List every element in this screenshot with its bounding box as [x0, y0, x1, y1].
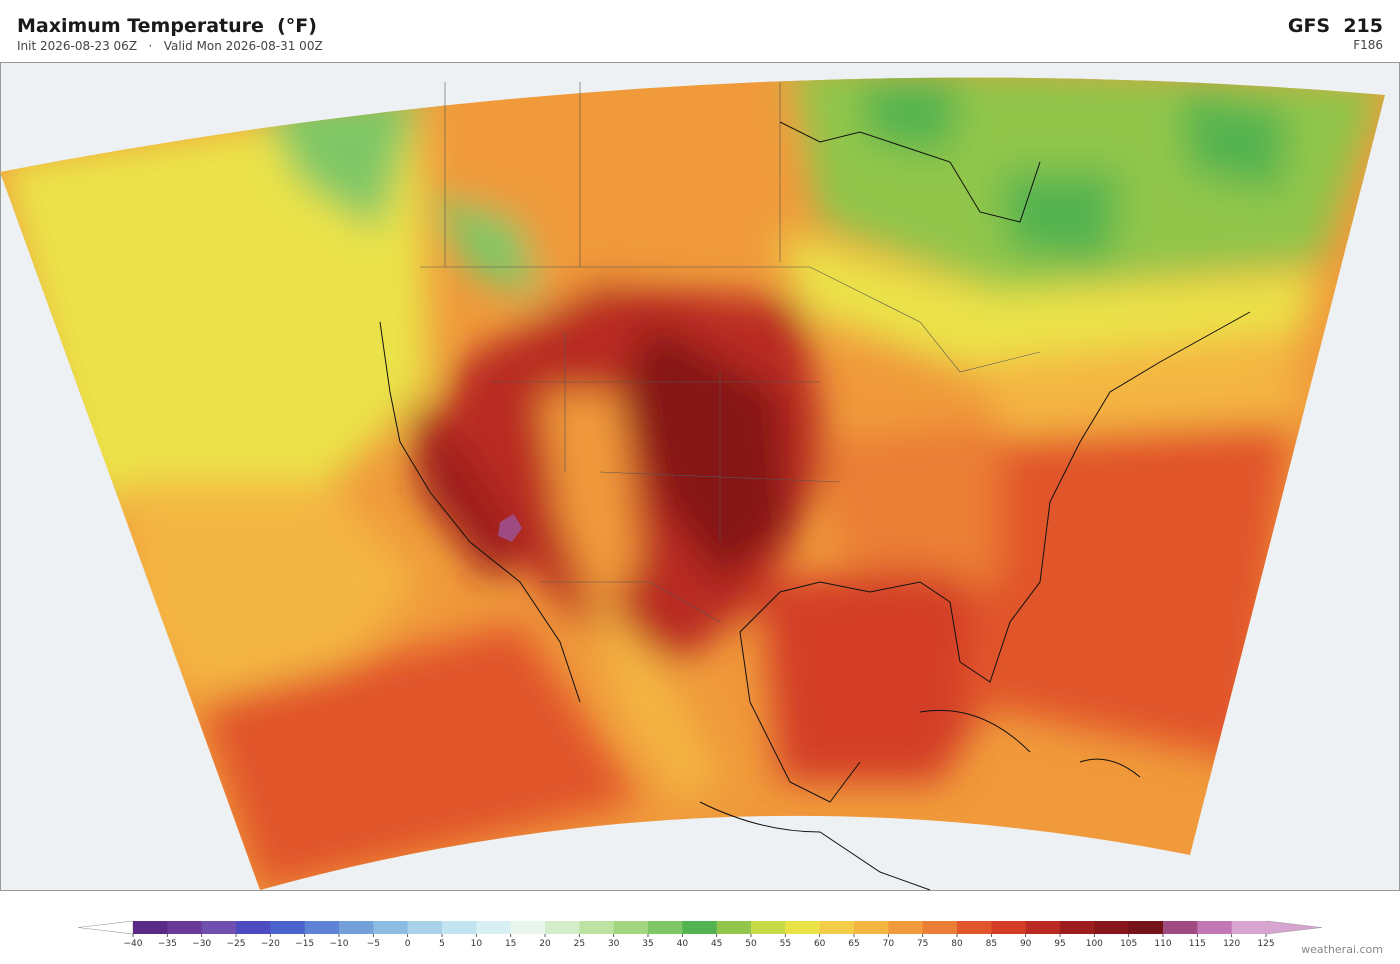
colorbar-tick-label: 0	[405, 939, 411, 949]
colorbar-segment	[854, 921, 889, 934]
model: GFS 215	[1287, 15, 1383, 37]
colorbar-tick-label: 20	[539, 939, 551, 949]
colorbar-segment	[133, 921, 168, 934]
temperature-field	[0, 77, 1385, 891]
coastlines	[379, 121, 1251, 891]
colorbar-over	[1265, 920, 1323, 935]
colorbar-tick-label: 115	[1189, 939, 1206, 949]
colorbar-segment	[648, 921, 683, 934]
init: Init 2026-08-23 06Z	[17, 39, 138, 53]
colorbar-segment	[1128, 921, 1164, 934]
colorbar-tick-label: 80	[951, 939, 963, 949]
colorbar-tick-label: 110	[1154, 939, 1171, 949]
colorbar-tick-label: −30	[192, 939, 211, 949]
colorbar-tick-label: 55	[780, 939, 791, 949]
colorbar-tick-label: 100	[1086, 939, 1103, 949]
colorbar-segment	[407, 921, 443, 934]
colorbar-segment	[957, 921, 992, 934]
colorbar-tick-label: −15	[295, 939, 314, 949]
watermark: weatherai.com	[1301, 943, 1383, 956]
colorbar-tick-label: 35	[642, 939, 653, 949]
colorbar-segment	[785, 921, 821, 934]
colorbar-segment	[1197, 921, 1233, 934]
colorbar-tick-label: −20	[261, 939, 280, 949]
colorbar-segment	[716, 921, 752, 934]
separator: ·	[148, 39, 153, 53]
title: Maximum Temperature (°F)	[17, 15, 317, 37]
colorbar-segment	[613, 921, 649, 934]
colorbar-segment	[442, 921, 477, 934]
colorbar-tick-label: 120	[1223, 939, 1240, 949]
colorbar-segment	[476, 921, 512, 934]
colorbar-segment	[545, 921, 580, 934]
colorbar-segment	[922, 921, 958, 934]
colorbar-tick-label: 5	[439, 939, 445, 949]
colorbar-segment	[1231, 921, 1267, 934]
colorbar-tick-label: 70	[883, 939, 895, 949]
colorbar-segment	[270, 921, 306, 934]
colorbar-segment	[373, 921, 409, 934]
colorbar-segment	[304, 921, 340, 934]
colorbar-segment	[819, 921, 855, 934]
colorbar-tick-label: 50	[745, 939, 757, 949]
borders	[420, 82, 1041, 623]
colorbar-segment	[1060, 921, 1095, 934]
colorbar-tick-label: 25	[574, 939, 585, 949]
colorbar-under	[77, 920, 134, 935]
colorbar-tick-label: −25	[227, 939, 246, 949]
colorbar-segment	[1163, 921, 1198, 934]
colorbar-tick-label: −40	[124, 939, 143, 949]
colorbar-segment	[751, 921, 786, 934]
colorbar-segment	[1094, 921, 1130, 934]
colorbar-tick-label: 45	[711, 939, 722, 949]
map	[0, 62, 1400, 891]
valid: Valid Mon 2026-08-31 00Z	[163, 39, 323, 53]
colorbar-segment	[510, 921, 546, 934]
colorbar-tick-label: 60	[814, 939, 826, 949]
colorbar: −40 −35 −30 −25 −20 −15 −10 −5 0 5 10 15 20 25 30 35 40 4…	[77, 920, 1323, 949]
colorbar-tick-label: −5	[367, 939, 380, 949]
colorbar-segment	[167, 921, 203, 934]
subtitle: Init 2026-08-23 06Z · Valid Mon 2026-08-…	[17, 39, 323, 53]
colorbar-segment	[339, 921, 374, 934]
colorbar-tick-label: 90	[1020, 939, 1032, 949]
colorbar-tick-label: 125	[1257, 939, 1274, 949]
colorbar-segment	[236, 921, 271, 934]
colorbar-tick-label: 40	[677, 939, 689, 949]
colorbar-tick-label: 65	[848, 939, 859, 949]
colorbar-tick-label: 95	[1054, 939, 1065, 949]
colorbar-tick-label: −35	[158, 939, 177, 949]
colorbar-segment	[888, 921, 924, 934]
colorbar-segment	[991, 921, 1027, 934]
colorbar-tick-label: −10	[330, 939, 349, 949]
forecast-hour: F186	[1353, 38, 1383, 52]
colorbar-tick-label: 15	[505, 939, 516, 949]
colorbar-tick-label: 105	[1120, 939, 1137, 949]
colorbar-tick-label: 75	[917, 939, 928, 949]
colorbar-segment	[1025, 921, 1061, 934]
colorbar-segment	[682, 921, 718, 934]
colorbar-tick-label: 85	[986, 939, 997, 949]
colorbar-segment	[579, 921, 615, 934]
colorbar-tick-label: 10	[471, 939, 483, 949]
colorbar-tick-label: 30	[608, 939, 620, 949]
colorbar-segment	[201, 921, 237, 934]
